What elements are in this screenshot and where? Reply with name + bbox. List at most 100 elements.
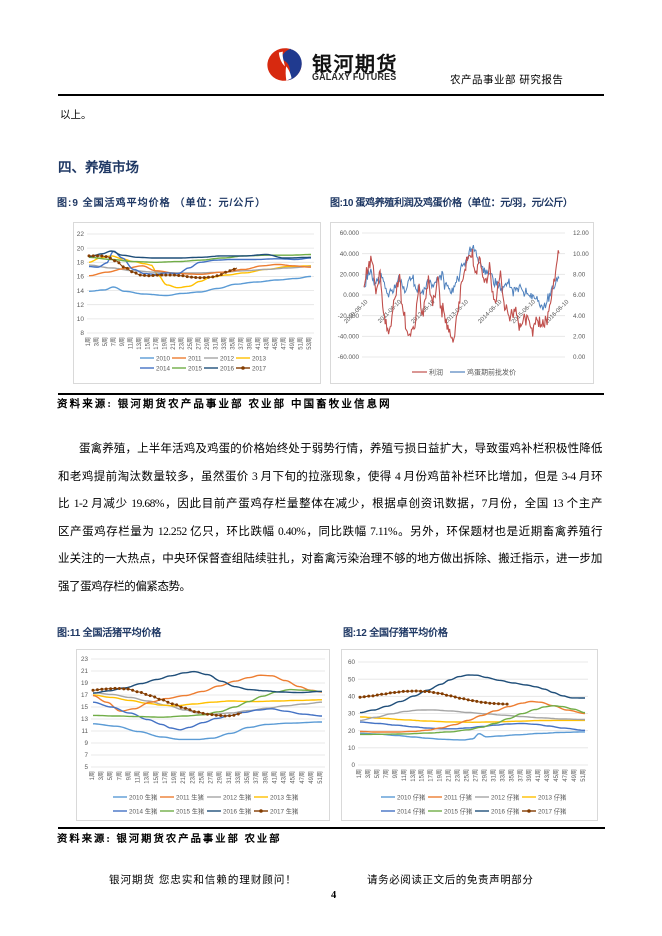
svg-text:41周: 41周 [535,769,542,782]
svg-text:41周: 41周 [255,337,262,350]
svg-text:27周: 27周 [473,769,480,782]
svg-text:1周: 1周 [89,771,96,780]
svg-text:39周: 39周 [247,337,254,350]
svg-text:35周: 35周 [244,771,251,784]
svg-text:11: 11 [81,728,88,735]
svg-text:33周: 33周 [235,771,242,784]
svg-text:10.00: 10.00 [573,251,589,258]
svg-text:25周: 25周 [198,771,205,784]
svg-text:7: 7 [84,752,88,759]
svg-text:13周: 13周 [136,337,143,350]
svg-text:2016 生猪: 2016 生猪 [223,806,252,815]
svg-text:31周: 31周 [490,769,497,782]
svg-text:5周: 5周 [374,769,381,778]
svg-text:2010: 2010 [156,355,171,362]
svg-text:37周: 37周 [253,771,260,784]
svg-text:15周: 15周 [153,771,160,784]
svg-text:3周: 3周 [365,769,372,778]
svg-text:11周: 11周 [135,771,142,783]
svg-text:47周: 47周 [281,337,288,350]
svg-text:15: 15 [81,704,89,711]
svg-text:31周: 31周 [226,771,233,784]
svg-text:0.000: 0.000 [343,292,359,299]
svg-text:19周: 19周 [171,771,178,784]
svg-text:21周: 21周 [446,769,453,782]
svg-text:15周: 15周 [145,337,152,350]
svg-text:2015 生猪: 2015 生猪 [176,806,205,815]
svg-text:13周: 13周 [144,771,151,784]
svg-text:2014 仔猪: 2014 仔猪 [397,806,426,815]
svg-text:23: 23 [81,656,89,663]
svg-text:1周: 1周 [356,769,363,778]
svg-text:13: 13 [81,716,89,723]
svg-text:21周: 21周 [180,771,187,784]
svg-text:16: 16 [77,274,85,281]
svg-text:2011 生猪: 2011 生猪 [176,792,205,801]
svg-text:53周: 53周 [306,337,313,350]
svg-text:9周: 9周 [392,769,399,778]
svg-text:23周: 23周 [189,771,196,784]
svg-text:10: 10 [77,316,85,323]
svg-text:45周: 45周 [553,769,560,782]
svg-text:60.000: 60.000 [340,230,360,237]
svg-text:47周: 47周 [299,771,306,784]
svg-text:43周: 43周 [281,771,288,784]
svg-text:27周: 27周 [196,337,203,350]
svg-text:2012: 2012 [220,355,235,362]
svg-text:3周: 3周 [98,771,105,780]
svg-text:9: 9 [84,740,88,747]
svg-text:2013 仔猪: 2013 仔猪 [538,792,567,801]
svg-text:5: 5 [84,764,88,771]
svg-text:利润: 利润 [429,368,443,377]
svg-text:-40.000: -40.000 [338,334,360,341]
svg-text:12.00: 12.00 [573,230,589,237]
svg-text:2014: 2014 [156,365,171,372]
svg-text:1周: 1周 [85,337,92,346]
svg-text:29周: 29周 [217,771,224,784]
svg-text:27周: 27周 [208,771,215,784]
svg-text:18: 18 [77,260,85,267]
svg-text:12: 12 [77,302,85,309]
svg-text:23周: 23周 [179,337,186,350]
svg-text:29周: 29周 [204,337,211,350]
svg-text:19: 19 [81,680,89,687]
svg-text:2014 生猪: 2014 生猪 [129,806,158,815]
svg-text:17周: 17周 [162,771,169,784]
svg-text:21周: 21周 [170,337,177,350]
svg-text:5周: 5周 [107,771,114,780]
svg-text:10: 10 [348,745,356,752]
svg-text:37周: 37周 [238,337,245,350]
svg-text:0: 0 [351,762,355,769]
svg-text:40.000: 40.000 [340,251,360,258]
svg-text:2016 仔猪: 2016 仔猪 [491,806,520,815]
svg-text:30: 30 [348,711,356,718]
svg-text:3周: 3周 [94,337,101,346]
svg-text:5周: 5周 [102,337,109,346]
svg-text:2013: 2013 [252,355,267,362]
svg-text:15周: 15周 [419,769,426,782]
svg-text:2015 仔猪: 2015 仔猪 [444,806,473,815]
svg-text:41周: 41周 [271,771,278,784]
svg-text:9周: 9周 [119,337,126,346]
svg-text:11周: 11周 [401,769,408,781]
svg-text:7周: 7周 [116,771,123,780]
svg-text:20: 20 [348,728,356,735]
svg-text:25周: 25周 [187,337,194,350]
svg-text:33周: 33周 [499,769,506,782]
svg-text:8.00: 8.00 [573,272,586,279]
svg-text:49周: 49周 [289,337,296,350]
svg-text:0.00: 0.00 [573,354,586,361]
svg-text:4.00: 4.00 [573,313,586,320]
svg-text:47周: 47周 [562,769,569,782]
svg-text:35周: 35周 [508,769,515,782]
svg-text:9周: 9周 [126,771,133,780]
svg-text:17周: 17周 [153,337,160,350]
svg-text:51周: 51周 [580,769,587,782]
svg-text:45周: 45周 [272,337,279,350]
svg-text:21: 21 [81,668,89,675]
svg-text:6.00: 6.00 [573,292,586,299]
svg-text:7周: 7周 [111,337,118,346]
svg-text:31周: 31周 [213,337,220,350]
svg-text:51周: 51周 [298,337,305,350]
svg-text:33周: 33周 [221,337,228,350]
